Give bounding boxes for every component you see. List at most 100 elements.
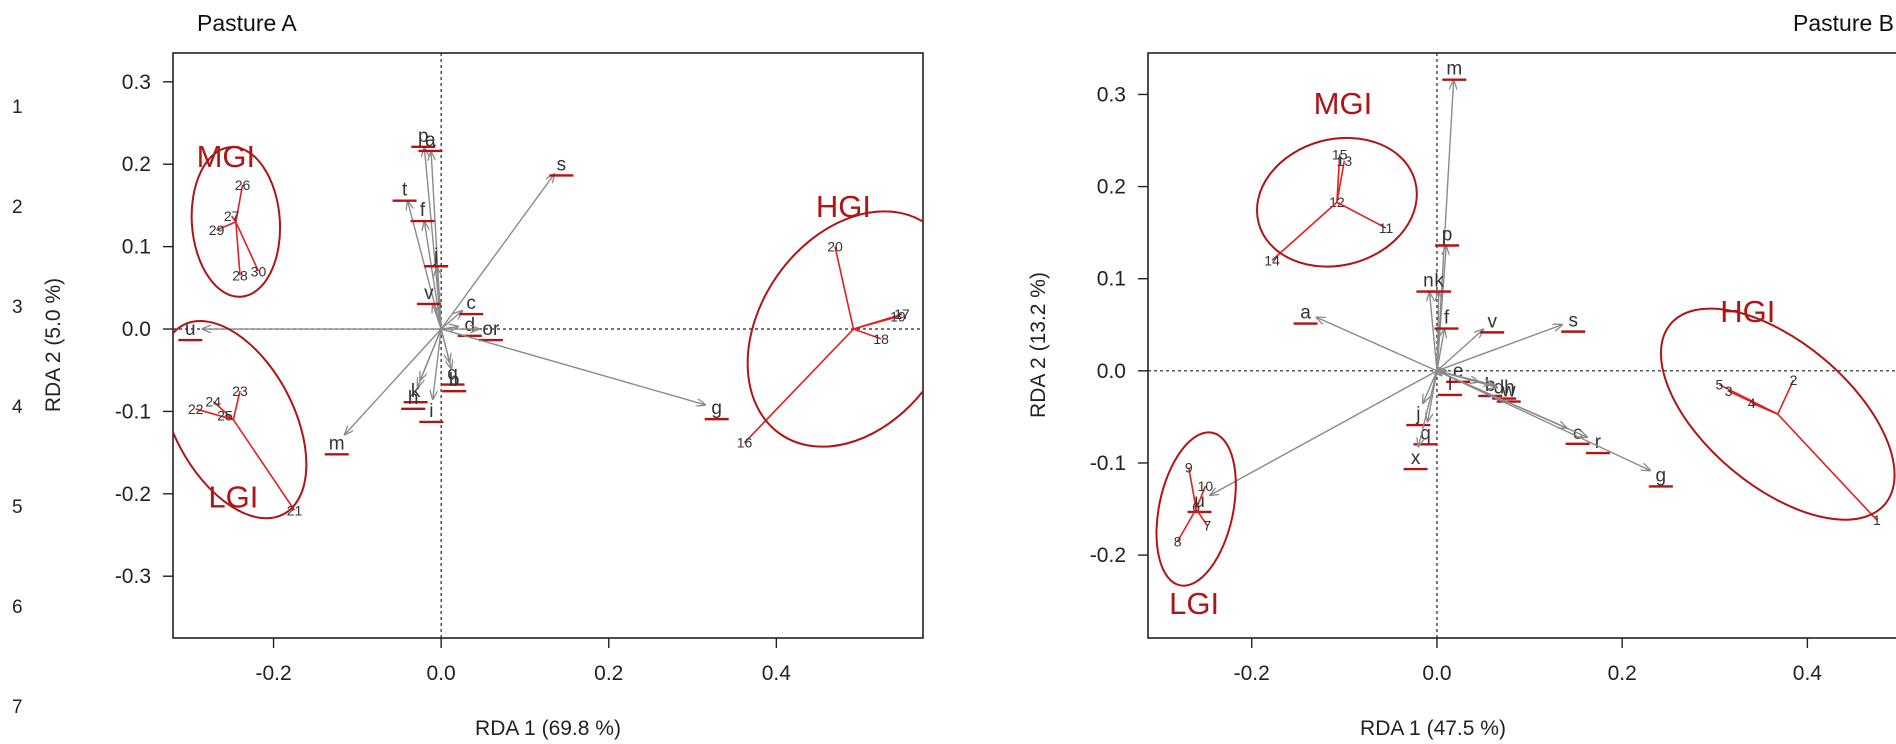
y-tick-label: -0.3 <box>115 565 151 588</box>
x-axis-label: RDA 1 (47.5 %) <box>1360 717 1506 740</box>
line-number: 7 <box>12 697 23 718</box>
vector-label: r <box>1595 432 1602 453</box>
y-axis-label: RDA 2 (5.0 %) <box>42 278 65 412</box>
site-label: 21 <box>287 502 303 518</box>
site-label: 14 <box>1264 252 1280 268</box>
vector-arrow-f <box>1436 329 1444 371</box>
chart-title: Pasture A <box>197 10 297 36</box>
vector-label: j <box>1415 404 1420 425</box>
vector-arrow-m <box>345 328 442 434</box>
site-label: 18 <box>873 331 889 347</box>
spider-line <box>1187 467 1197 510</box>
vector-arrow-i <box>433 328 442 399</box>
vector-label: g <box>711 398 722 419</box>
vector-label: v <box>1487 311 1497 332</box>
chart-title: Pasture B <box>1793 10 1894 36</box>
site-label: 4 <box>1748 395 1756 411</box>
y-axis-label: RDA 2 (13.2 %) <box>1027 272 1050 418</box>
x-tick-label: 0.2 <box>594 662 623 685</box>
line-number: 4 <box>12 397 23 418</box>
vector-arrow-p <box>424 148 442 330</box>
site-label: 23 <box>232 383 248 399</box>
spider-line <box>1195 485 1207 510</box>
spider-line <box>216 221 237 231</box>
vector-label: n <box>1423 271 1434 292</box>
vector-label: i <box>429 401 433 422</box>
site-label: 25 <box>217 408 233 424</box>
vector-label: or <box>482 319 500 340</box>
y-tick-label: 0.2 <box>122 153 151 176</box>
spider-line <box>224 414 234 421</box>
site-label: 22 <box>188 401 204 417</box>
spider-line <box>1176 508 1197 542</box>
x-tick-label: -0.2 <box>255 662 291 685</box>
x-tick-label: 0.0 <box>427 662 456 685</box>
site-label: 19 <box>890 309 906 325</box>
group-label-mgi: MGI <box>197 139 256 174</box>
spider-line <box>853 315 899 330</box>
line-numbers: 1 2 3 4 5 6 7 <box>12 97 23 718</box>
site-label: 15 <box>1332 146 1348 162</box>
spider-line <box>232 390 241 420</box>
vector-label: v <box>424 283 434 304</box>
group-label-hgi: HGI <box>1720 294 1775 329</box>
site-label: 26 <box>235 177 251 193</box>
y-tick-label: -0.1 <box>1090 452 1126 475</box>
group-ellipse-mgi <box>1256 136 1418 268</box>
y-tick-label: 0.2 <box>1097 176 1126 199</box>
spider-line <box>235 221 260 272</box>
spider-line <box>1777 379 1795 415</box>
line-number: 5 <box>12 497 23 518</box>
vector-arrow-s <box>440 174 554 330</box>
x-tick-label: 0.2 <box>1608 662 1637 685</box>
spider-line <box>235 184 244 223</box>
vector-label: s <box>557 154 567 175</box>
site-label: 8 <box>1174 533 1182 549</box>
vector-label: w <box>1501 381 1516 402</box>
vector-arrow-g <box>1436 370 1650 470</box>
panel-pasture-b: Pasture B RDA 1 (47.5 %) RDA 2 (13.2 %) … <box>1027 10 1896 740</box>
vector-label: q <box>1420 423 1431 444</box>
x-tick-label: 0.4 <box>1793 662 1823 685</box>
site-label: 10 <box>1198 478 1214 494</box>
vector-arrow-v <box>433 304 442 330</box>
line-number: 6 <box>12 597 23 618</box>
y-tick-label: -0.1 <box>115 400 151 423</box>
vector-label: k <box>411 381 421 402</box>
site-label: 1 <box>1873 512 1881 528</box>
site-label: 30 <box>251 263 267 279</box>
spider-line <box>212 400 234 421</box>
line-number: 1 <box>12 97 23 118</box>
x-tick-label: 0.4 <box>762 662 792 685</box>
vector-label: m <box>329 433 345 454</box>
vector-arrow-h <box>418 328 442 387</box>
site-label: 3 <box>1725 383 1733 399</box>
site-label: 5 <box>1716 377 1724 393</box>
vector-label: c <box>466 293 476 314</box>
spider-line <box>1336 201 1387 229</box>
vector-label: x <box>1411 448 1421 469</box>
site-label: 20 <box>827 239 843 255</box>
group-ellipse-hgi <box>1659 307 1896 521</box>
vector-label: t <box>402 180 408 201</box>
group-ellipse-lgi <box>173 320 308 520</box>
vector-arrow-b <box>440 328 451 369</box>
site-label: 9 <box>1185 460 1193 476</box>
spider-line <box>743 328 855 444</box>
plot-frame <box>172 52 924 639</box>
vector-arrow-s <box>1436 325 1562 372</box>
vector-label: a <box>425 130 436 151</box>
vector-arrow-k <box>1437 293 1439 371</box>
vector-label: l <box>1448 374 1452 395</box>
y-tick-label: 0.0 <box>122 318 151 341</box>
vector-arrow-g <box>440 328 705 405</box>
vector-label: h <box>408 388 419 409</box>
spider-line <box>1195 508 1208 527</box>
vector-arrow-j <box>437 267 442 330</box>
site-label: 2 <box>1790 372 1798 388</box>
plot-frame <box>1147 52 1896 639</box>
group-ellipse-lgi <box>1155 431 1237 587</box>
site-label: 24 <box>205 394 221 410</box>
x-axis-label: RDA 1 (69.8 %) <box>475 717 621 740</box>
